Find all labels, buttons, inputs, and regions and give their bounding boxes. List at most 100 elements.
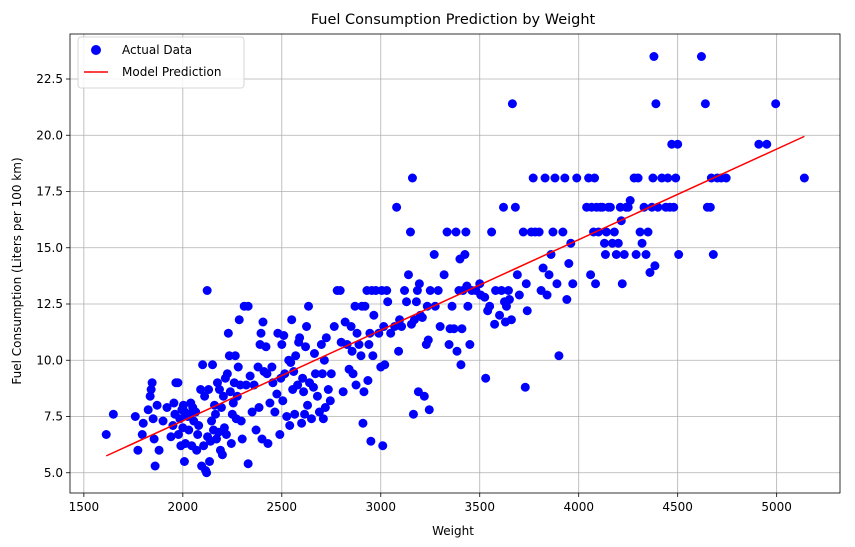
data-point — [267, 362, 277, 372]
y-tick-label: 5.0 — [44, 466, 63, 480]
data-point — [671, 173, 681, 183]
y-tick-label: 15.0 — [36, 241, 63, 255]
data-point — [700, 99, 710, 109]
data-point — [247, 407, 257, 417]
data-point — [417, 313, 427, 322]
data-point — [219, 423, 229, 433]
x-tick-label: 1500 — [69, 500, 100, 514]
data-point — [202, 286, 212, 295]
data-point — [207, 416, 217, 426]
data-point — [641, 250, 651, 259]
data-point — [354, 340, 364, 349]
model-prediction-line — [105, 135, 805, 457]
data-point — [243, 459, 253, 469]
data-point — [507, 99, 517, 109]
data-point — [568, 279, 578, 289]
data-point — [423, 335, 433, 345]
data-point — [108, 409, 118, 419]
data-point — [674, 250, 684, 259]
data-point — [348, 369, 358, 379]
data-point — [290, 409, 300, 419]
data-point — [145, 391, 155, 401]
data-point — [546, 250, 556, 259]
data-point — [263, 439, 273, 448]
data-point — [503, 286, 513, 295]
y-tick-label: 10.0 — [36, 353, 63, 367]
data-point — [308, 382, 318, 392]
data-point — [696, 52, 706, 61]
data-point — [301, 342, 311, 352]
data-point — [223, 328, 233, 338]
data-point — [295, 333, 305, 343]
data-point — [548, 227, 558, 237]
data-point — [771, 99, 781, 109]
data-point — [403, 270, 413, 280]
data-point — [485, 301, 495, 311]
data-point — [291, 351, 301, 361]
data-point — [149, 434, 159, 444]
data-point — [178, 400, 188, 410]
data-point — [329, 322, 339, 331]
data-point — [205, 457, 215, 466]
grid — [70, 34, 840, 493]
data-point — [414, 279, 424, 289]
data-point — [490, 319, 500, 329]
data-point — [216, 403, 226, 412]
data-point — [179, 457, 189, 466]
data-point — [152, 400, 162, 410]
data-point — [572, 173, 582, 183]
data-point — [193, 430, 203, 439]
data-point — [444, 340, 454, 349]
data-point — [162, 403, 172, 412]
data-point — [208, 360, 218, 370]
x-axis-ticks: 1500 2000 2500 3000 3500 4000 4500 5000 — [69, 493, 792, 514]
y-tick-label: 12.5 — [36, 297, 63, 311]
data-point — [130, 412, 140, 421]
data-point — [312, 391, 322, 401]
data-point — [318, 414, 328, 424]
data-point — [605, 202, 615, 212]
data-point — [302, 322, 312, 331]
data-point — [506, 315, 516, 325]
data-point — [166, 432, 176, 442]
data-point — [150, 461, 160, 471]
data-point — [645, 268, 655, 277]
data-point — [282, 412, 292, 421]
data-point — [279, 331, 289, 340]
data-point — [460, 250, 470, 259]
data-point — [218, 391, 228, 401]
y-tick-label: 17.5 — [36, 185, 63, 199]
data-point — [194, 421, 204, 430]
data-point — [554, 351, 564, 361]
data-point — [425, 286, 435, 295]
data-point — [451, 227, 461, 237]
y-tick-label: 20.0 — [36, 128, 63, 142]
x-tick-label: 5000 — [761, 500, 792, 514]
data-point — [397, 322, 407, 331]
data-point — [481, 373, 491, 383]
data-point — [419, 391, 429, 401]
data-point — [369, 310, 379, 320]
data-point — [225, 387, 235, 397]
data-point — [609, 227, 619, 237]
data-point — [650, 261, 660, 271]
data-point — [433, 286, 443, 295]
data-point — [317, 369, 327, 379]
data-point — [217, 450, 227, 460]
data-point — [234, 315, 244, 325]
data-point — [613, 238, 623, 248]
data-point — [358, 418, 368, 428]
data-point — [442, 227, 452, 237]
data-point — [538, 263, 548, 273]
data-point — [309, 349, 319, 358]
data-point — [204, 385, 214, 394]
data-point — [412, 286, 422, 295]
data-point — [379, 322, 389, 331]
data-point — [643, 227, 653, 237]
data-point — [335, 286, 345, 295]
data-point — [364, 340, 374, 349]
data-point — [528, 173, 538, 183]
data-point — [368, 351, 378, 361]
data-point — [590, 173, 600, 183]
